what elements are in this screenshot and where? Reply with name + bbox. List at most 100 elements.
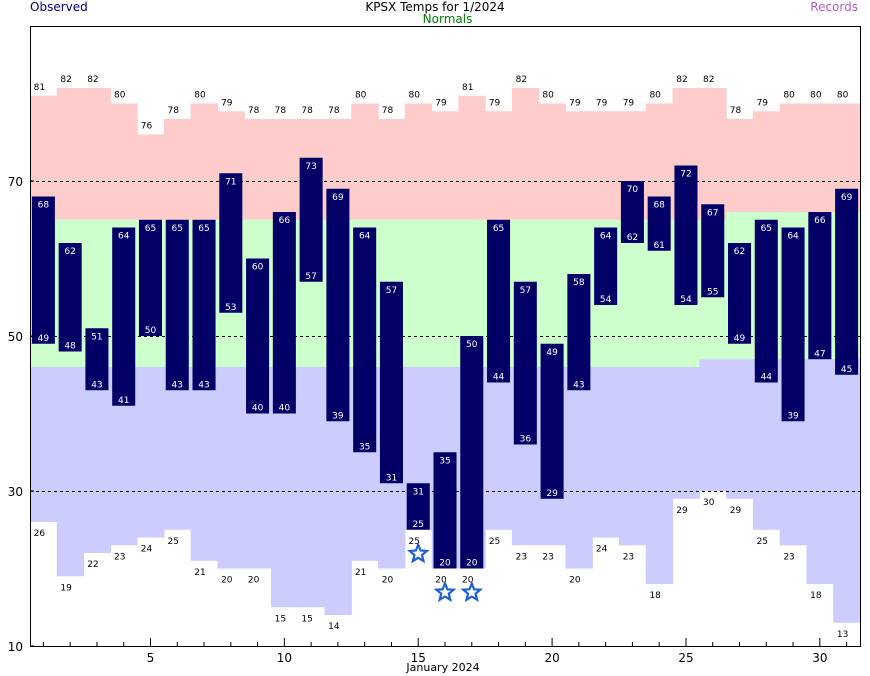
record-high-label: 80 (649, 91, 661, 101)
x-tick-label: 15 (411, 651, 426, 665)
observed-bar (326, 188, 350, 422)
observed-high-label: 69 (841, 193, 853, 203)
record-low-band (565, 367, 593, 569)
observed-bar (246, 258, 270, 414)
observed-low-label: 50 (145, 326, 157, 336)
observed-bar (513, 281, 537, 445)
record-low-band (592, 367, 620, 538)
record-high-band (56, 88, 85, 220)
observed-high-label: 70 (627, 185, 639, 195)
record-high-band (726, 119, 754, 212)
record-low-label: 20 (248, 576, 260, 586)
observed-high-label: 50 (466, 340, 478, 350)
observed-low-label: 43 (573, 380, 584, 390)
observed-bar (31, 196, 55, 344)
record-high-band (565, 111, 593, 220)
record-low-label: 20 (462, 576, 474, 586)
observed-bar (138, 219, 162, 336)
observed-high-label: 73 (305, 162, 316, 172)
record-low-label: 30 (703, 498, 715, 508)
axis-layer: 10 30 50 70 5 10 15 20 25 30 (8, 175, 848, 665)
record-high-label: 79 (623, 98, 635, 108)
observed-bar (58, 243, 82, 352)
record-low-band (163, 367, 192, 530)
observed-low-label: 20 (466, 559, 478, 569)
record-high-band (511, 88, 540, 220)
observed-high-label: 57 (520, 286, 531, 296)
observed-low-label: 35 (359, 442, 370, 452)
record-low-band (619, 367, 647, 546)
record-low-label: 23 (623, 552, 634, 562)
record-high-label: 79 (757, 98, 769, 108)
record-low-label: 18 (810, 591, 822, 601)
observed-low-label: 57 (305, 272, 316, 282)
observed-high-label: 62 (734, 247, 745, 257)
record-low-band (806, 359, 834, 584)
observed-low-label: 53 (225, 303, 236, 313)
record-low-label: 25 (489, 537, 500, 547)
observed-low-label: 36 (520, 435, 532, 445)
record-low-band (83, 367, 111, 553)
record-high-band (83, 88, 111, 220)
record-star-icon (406, 541, 430, 564)
observed-high-label: 65 (198, 224, 209, 234)
observed-high-label: 64 (118, 232, 130, 242)
record-high-label: 80 (114, 91, 126, 101)
observed-low-label: 44 (493, 373, 505, 383)
record-star-icon (460, 580, 484, 603)
record-star-layer (406, 541, 484, 603)
record-low-label: 25 (757, 537, 768, 547)
record-high-label: 76 (141, 122, 153, 132)
record-low-label: 26 (34, 529, 46, 539)
record-high-label: 79 (569, 98, 581, 108)
legend-observed: Observed (30, 0, 88, 14)
record-low-label: 15 (301, 614, 312, 624)
observed-bar (781, 227, 805, 422)
record-low-label: 14 (328, 622, 340, 632)
record-high-label: 78 (275, 106, 287, 116)
observed-bar (272, 212, 296, 414)
record-high-label: 80 (542, 91, 554, 101)
record-low-band (137, 367, 165, 538)
observed-low-label: 61 (653, 241, 664, 251)
observed-high-label: 65 (493, 224, 504, 234)
record-low-label: 23 (542, 552, 553, 562)
record-high-band (431, 111, 459, 220)
record-high-label: 80 (837, 91, 849, 101)
observed-high-label: 35 (439, 456, 450, 466)
record-high-band (458, 95, 486, 220)
record-high-label: 79 (221, 98, 233, 108)
observed-low-label: 47 (814, 349, 825, 359)
record-low-band (726, 359, 754, 499)
observed-low-label: 39 (787, 411, 799, 421)
record-low-label: 21 (194, 568, 205, 578)
observed-low-label: 49 (734, 334, 746, 344)
y-tick-label: 10 (8, 640, 23, 654)
record-low-band (30, 367, 58, 522)
observed-bar (808, 212, 832, 360)
record-high-label: 79 (489, 98, 501, 108)
observed-high-label: 68 (38, 201, 50, 211)
observed-low-label: 43 (172, 380, 183, 390)
record-low-band (645, 367, 674, 584)
observed-bar (406, 483, 430, 530)
x-tick-label: 5 (147, 651, 155, 665)
observed-high-label: 68 (653, 201, 665, 211)
x-tick-label: 10 (277, 651, 292, 665)
observed-high-label: 65 (172, 224, 183, 234)
observed-high-label: 62 (64, 247, 75, 257)
observed-low-label: 49 (38, 334, 50, 344)
record-high-band (592, 111, 620, 220)
record-low-label: 29 (676, 506, 688, 516)
x-axis-label: January 2024 (406, 661, 480, 674)
record-low-label: 20 (435, 576, 447, 586)
observed-high-label: 49 (546, 348, 558, 358)
observed-low-label: 29 (546, 489, 558, 499)
observed-low-label: 45 (841, 365, 852, 375)
observed-high-label: 58 (573, 278, 585, 288)
record-high-label: 79 (596, 98, 608, 108)
record-high-label: 78 (382, 106, 394, 116)
legend-normals: Normals (422, 12, 473, 26)
record-high-band (190, 103, 219, 220)
